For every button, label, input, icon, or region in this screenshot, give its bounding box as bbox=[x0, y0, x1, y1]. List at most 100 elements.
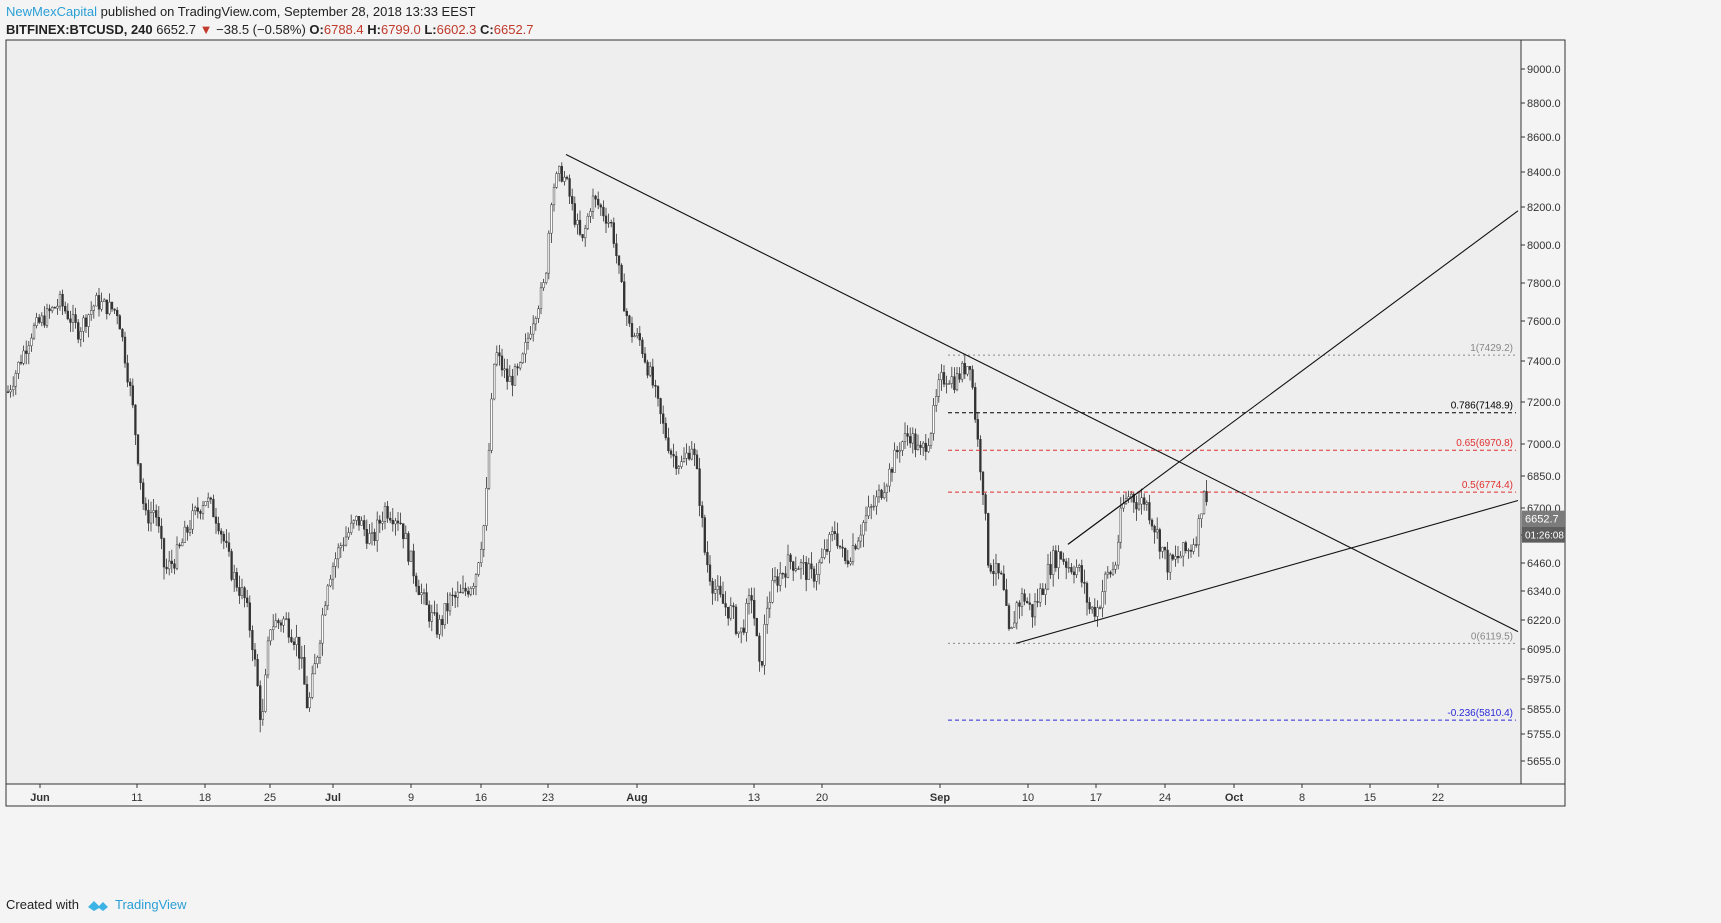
candle-body bbox=[511, 375, 514, 386]
candle-body bbox=[1052, 550, 1055, 575]
candle-body bbox=[188, 528, 192, 533]
candle-body bbox=[1046, 564, 1050, 590]
x-tick-label: 23 bbox=[542, 792, 554, 804]
y-tick-label: 8800.0 bbox=[1527, 98, 1561, 110]
candle-body bbox=[615, 243, 618, 257]
candle-body bbox=[474, 574, 478, 587]
candle-body bbox=[519, 362, 522, 369]
candle-body bbox=[1031, 604, 1034, 618]
candle-body bbox=[578, 219, 582, 235]
candle-body bbox=[654, 384, 657, 387]
candle-body bbox=[872, 505, 875, 508]
candle-body bbox=[711, 580, 714, 594]
candle-body bbox=[524, 342, 527, 355]
candle-body bbox=[298, 636, 301, 659]
candle-body bbox=[500, 355, 504, 371]
candle-body bbox=[251, 630, 254, 651]
candle-body bbox=[191, 510, 194, 530]
candle-body bbox=[1145, 502, 1148, 505]
candle-body bbox=[1192, 544, 1195, 552]
y-tick-label: 6095.0 bbox=[1527, 644, 1561, 656]
candle-body bbox=[755, 618, 758, 637]
candle-body bbox=[45, 308, 49, 326]
candle-body bbox=[116, 309, 119, 317]
candle-body bbox=[287, 618, 290, 638]
candle-body bbox=[667, 437, 670, 452]
candle-body bbox=[984, 494, 987, 514]
candle-body bbox=[77, 322, 80, 340]
candle-body bbox=[84, 317, 88, 327]
candle-body bbox=[493, 363, 496, 400]
countdown-marker bbox=[1522, 526, 1565, 543]
candle-body bbox=[537, 308, 540, 319]
candle-body bbox=[152, 510, 155, 513]
candle-body bbox=[516, 366, 519, 369]
candle-body bbox=[1096, 607, 1099, 617]
candle-body bbox=[1005, 589, 1008, 606]
candle-body bbox=[620, 264, 623, 282]
candle-body bbox=[703, 517, 706, 553]
candle-body bbox=[482, 525, 485, 550]
x-tick-label: Jun bbox=[30, 792, 50, 804]
candle-body bbox=[396, 520, 400, 524]
candle-body bbox=[376, 519, 379, 541]
candle-body bbox=[66, 310, 69, 320]
candle-body bbox=[948, 383, 951, 385]
candle-body bbox=[919, 444, 922, 448]
candle-body bbox=[573, 203, 576, 225]
candle-body bbox=[922, 442, 925, 448]
candle-body bbox=[903, 433, 907, 443]
candle-body bbox=[617, 255, 621, 266]
tradingview-link[interactable]: TradingView bbox=[114, 897, 187, 912]
candle-body bbox=[1020, 593, 1024, 607]
candle-body bbox=[464, 587, 467, 592]
candle-body bbox=[893, 449, 896, 473]
y-tick-label: 7400.0 bbox=[1527, 356, 1561, 368]
y-tick-label: 7600.0 bbox=[1527, 316, 1561, 328]
candle-body bbox=[773, 576, 777, 581]
candle-body bbox=[1002, 573, 1005, 590]
price-axis bbox=[1520, 39, 1566, 785]
candle-body bbox=[888, 468, 891, 487]
candle-body bbox=[277, 620, 280, 624]
candle-body bbox=[885, 485, 888, 493]
candle-body bbox=[233, 572, 236, 580]
candle-body bbox=[1171, 554, 1174, 560]
candle-body bbox=[750, 595, 753, 601]
candle-body bbox=[680, 461, 683, 467]
candle-body bbox=[820, 557, 823, 563]
candle-body bbox=[1026, 601, 1029, 604]
candle-body bbox=[95, 295, 98, 307]
author-link[interactable]: NewMexCapital bbox=[6, 4, 98, 19]
candle-body bbox=[693, 448, 696, 456]
price-change: −38.5 (−0.58%) bbox=[216, 22, 306, 37]
candle-body bbox=[1161, 546, 1164, 552]
candle-body bbox=[487, 450, 491, 489]
candle-body bbox=[126, 362, 129, 383]
x-tick-label: 15 bbox=[1364, 792, 1376, 804]
candle-body bbox=[61, 293, 64, 307]
candle-body bbox=[82, 317, 85, 332]
candle-body bbox=[394, 520, 397, 525]
candle-body bbox=[118, 315, 121, 330]
candle-body bbox=[760, 661, 764, 666]
plot-area bbox=[5, 39, 1522, 785]
candle-body bbox=[734, 606, 738, 634]
candle-body bbox=[485, 487, 488, 527]
candle-body bbox=[477, 562, 480, 575]
candle-body bbox=[747, 595, 751, 604]
candle-body bbox=[963, 363, 966, 375]
candle-body bbox=[134, 404, 137, 436]
candle-body bbox=[58, 293, 62, 307]
candle-body bbox=[1075, 567, 1078, 576]
candle-body bbox=[539, 287, 543, 310]
candle-body bbox=[802, 562, 805, 564]
candle-body bbox=[961, 363, 964, 380]
candle-body bbox=[19, 361, 23, 364]
candle-body bbox=[1080, 565, 1083, 583]
candle-body bbox=[71, 314, 75, 323]
candle-body bbox=[1044, 588, 1047, 595]
candle-body bbox=[1132, 493, 1135, 503]
candle-body bbox=[1057, 551, 1060, 569]
